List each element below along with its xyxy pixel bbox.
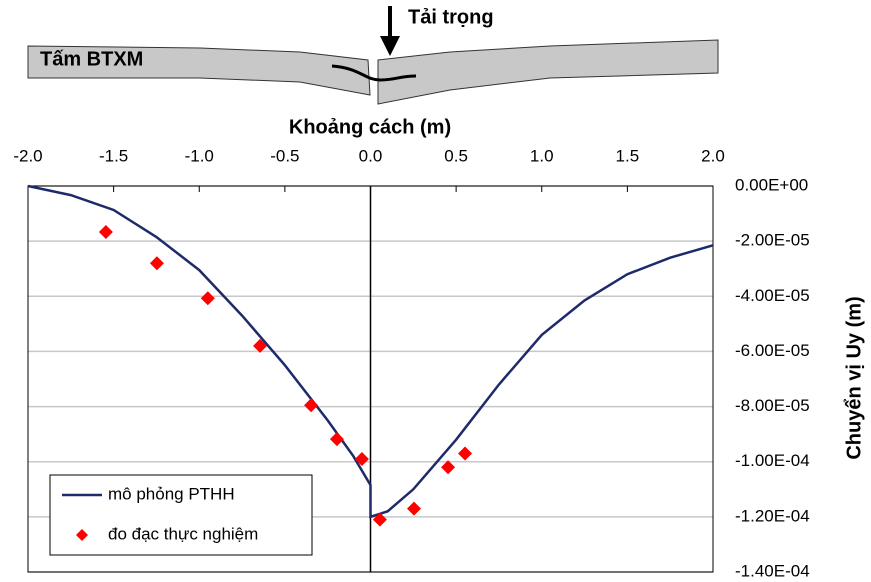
data-point xyxy=(441,460,456,475)
y-tick-label: 0.00E+00 xyxy=(735,175,808,194)
x-tick-label: -1.0 xyxy=(185,146,214,165)
y-tick-label: -6.00E-05 xyxy=(735,341,810,360)
load-label: Tải trọng xyxy=(408,6,494,28)
legend-swatch xyxy=(76,529,88,541)
slab-left xyxy=(27,45,371,96)
data-point xyxy=(354,451,369,466)
data-point xyxy=(304,398,319,413)
data-point xyxy=(329,432,344,447)
y-tick-label: -2.00E-05 xyxy=(735,231,810,250)
x-tick-label: -2.0 xyxy=(13,146,42,165)
load-arrow-head xyxy=(380,36,400,56)
slab-label: Tấm BTXM xyxy=(40,48,143,70)
x-tick-label: 0.0 xyxy=(359,146,383,165)
data-point xyxy=(406,501,421,516)
y-tick-label: -8.00E-05 xyxy=(735,396,810,415)
y-axis-title: Chuyển vị Uy (m) xyxy=(843,296,865,459)
data-point xyxy=(149,256,164,271)
x-tick-label: -0.5 xyxy=(270,146,299,165)
data-point xyxy=(372,512,387,527)
y-tick-label: -1.20E-04 xyxy=(735,506,810,525)
data-point xyxy=(98,225,113,240)
x-axis-title: Khoảng cách (m) xyxy=(289,116,451,138)
legend-box xyxy=(49,474,313,556)
x-tick-label: 1.5 xyxy=(616,146,640,165)
line-series xyxy=(27,184,714,519)
crack xyxy=(331,64,417,82)
x-tick-label: -1.5 xyxy=(99,146,128,165)
x-tick-label: 0.5 xyxy=(444,146,468,165)
legend-label: mô phỏng PTHH xyxy=(108,484,235,503)
slab-right xyxy=(377,39,719,105)
y-tick-label: -4.00E-05 xyxy=(735,286,810,305)
legend-label: đo đạc thực nghiệm xyxy=(108,524,258,543)
y-tick-label: -1.40E-04 xyxy=(735,561,810,577)
data-point xyxy=(253,338,268,353)
y-tick-label: -1.00E-04 xyxy=(735,451,810,470)
data-point xyxy=(200,291,215,306)
x-tick-label: 1.0 xyxy=(530,146,554,165)
data-point xyxy=(458,446,473,461)
x-tick-label: 2.0 xyxy=(701,146,725,165)
